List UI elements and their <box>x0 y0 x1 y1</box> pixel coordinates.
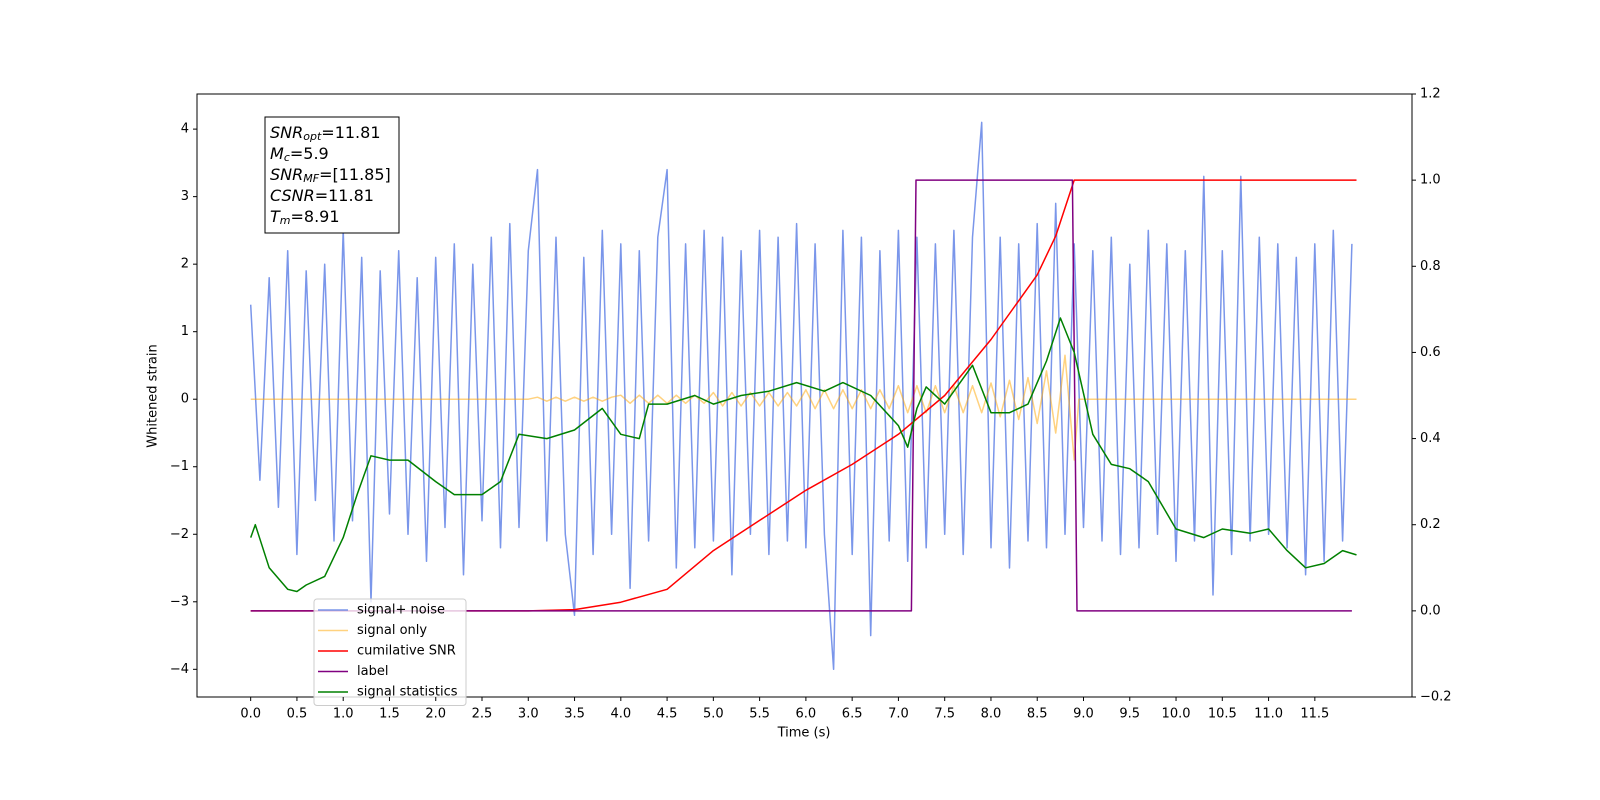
y-axis-label: Whitened strain <box>146 344 161 447</box>
x-tick-label: 8.5 <box>1027 707 1048 722</box>
series-line <box>249 317 1357 593</box>
annotation-value: =8.91 <box>291 207 340 226</box>
plot-frame <box>196 93 1413 698</box>
x-tick-label: 1.0 <box>333 707 354 722</box>
y2-tick-label: 1.0 <box>1420 173 1441 188</box>
plot-area <box>249 121 1357 671</box>
y-tick-label: 1 <box>181 324 189 339</box>
legend: signal+ noise signal only cumilative SNR la… <box>313 598 467 706</box>
y-tick-label: −4 <box>170 662 189 677</box>
annotation-subscript: c <box>284 151 290 164</box>
x-tick-label: 10.5 <box>1208 707 1237 722</box>
y2-tick-label: 0.4 <box>1420 431 1441 446</box>
y-tick-label: −2 <box>170 527 189 542</box>
x-tick-label: 6.5 <box>842 707 863 722</box>
x-axis-label: Time (s) <box>777 726 831 741</box>
annotation-symbol: CSNR <box>270 186 315 205</box>
x-tick-label: 11.5 <box>1300 707 1329 722</box>
x-tick-label: 5.0 <box>703 707 724 722</box>
y2-tick-label: 0.2 <box>1420 517 1441 532</box>
legend-label: signal+ noise <box>357 603 445 618</box>
annotation-line: CSNR=11.81 <box>270 186 374 205</box>
x-tick-label: 4.5 <box>657 707 678 722</box>
annotation-symbol: SNR <box>270 123 303 142</box>
y2-tick-label: 0.0 <box>1420 603 1441 618</box>
annotation-frame <box>264 116 400 234</box>
series-line <box>249 121 1353 671</box>
legend-label: label <box>357 664 388 679</box>
y-tick-label: −3 <box>170 594 189 609</box>
series-line <box>250 179 1357 612</box>
x-tick-label: 10.0 <box>1162 707 1191 722</box>
y2-tick-label: 0.8 <box>1420 259 1441 274</box>
annotation-subscript: m <box>280 214 291 227</box>
x-tick-label: 9.0 <box>1073 707 1094 722</box>
annotation-value: =5.9 <box>290 144 329 163</box>
legend-label: cumilative SNR <box>357 644 456 659</box>
annotation-subscript: opt <box>303 130 322 143</box>
x-tick-label: 7.5 <box>934 707 955 722</box>
y-tick-label: 3 <box>181 189 189 204</box>
x-tick-label: 2.0 <box>425 707 446 722</box>
series-line <box>250 354 1357 461</box>
x-tick-label: 2.5 <box>472 707 493 722</box>
annotation-value: =11.81 <box>321 123 380 142</box>
x-tick-label: 11.0 <box>1254 707 1283 722</box>
y-tick-label: 0 <box>181 392 189 407</box>
y-tick-label: 4 <box>181 122 189 137</box>
y-tick-label: 2 <box>181 257 189 272</box>
series-line <box>250 179 1352 612</box>
x-tick-label: 8.0 <box>981 707 1002 722</box>
x-tick-label: 0.5 <box>287 707 308 722</box>
annotation-line: SNRopt=11.81 <box>270 123 381 144</box>
legend-frame <box>313 598 467 706</box>
y2-tick-label: 0.6 <box>1420 345 1441 360</box>
y2-tick-label: 1.2 <box>1420 87 1441 102</box>
y-tick-label: −1 <box>170 459 189 474</box>
x-tick-label: 4.0 <box>610 707 631 722</box>
x-tick-label: 3.5 <box>564 707 585 722</box>
y2-tick-label: −0.2 <box>1420 690 1452 705</box>
x-tick-label: 7.0 <box>888 707 909 722</box>
annotation-symbol: T <box>270 207 281 226</box>
annotation-symbol: SNR <box>270 165 303 184</box>
x-tick-label: 1.5 <box>379 707 400 722</box>
x-tick-label: 3.0 <box>518 707 539 722</box>
x-tick-label: 5.5 <box>749 707 770 722</box>
annotation-box: SNRopt=11.81Mc=5.9SNRMF=[11.85]CSNR=11.8… <box>264 116 400 234</box>
x-tick-label: 6.0 <box>796 707 817 722</box>
legend-label: signal only <box>357 623 427 638</box>
annotation-symbol: M <box>270 144 284 163</box>
annotation-line: Tm=8.91 <box>270 207 340 228</box>
annotation-value: =[11.85] <box>319 165 391 184</box>
x-tick-label: 0.0 <box>240 707 261 722</box>
annotation-line: Mc=5.9 <box>270 144 329 165</box>
legend-label: signal statistics <box>357 685 458 700</box>
annotation-value: =11.81 <box>315 186 374 205</box>
annotation-subscript: MF <box>303 172 319 185</box>
annotation-line: SNRMF=[11.85] <box>270 165 391 186</box>
x-tick-label: 9.5 <box>1119 707 1140 722</box>
